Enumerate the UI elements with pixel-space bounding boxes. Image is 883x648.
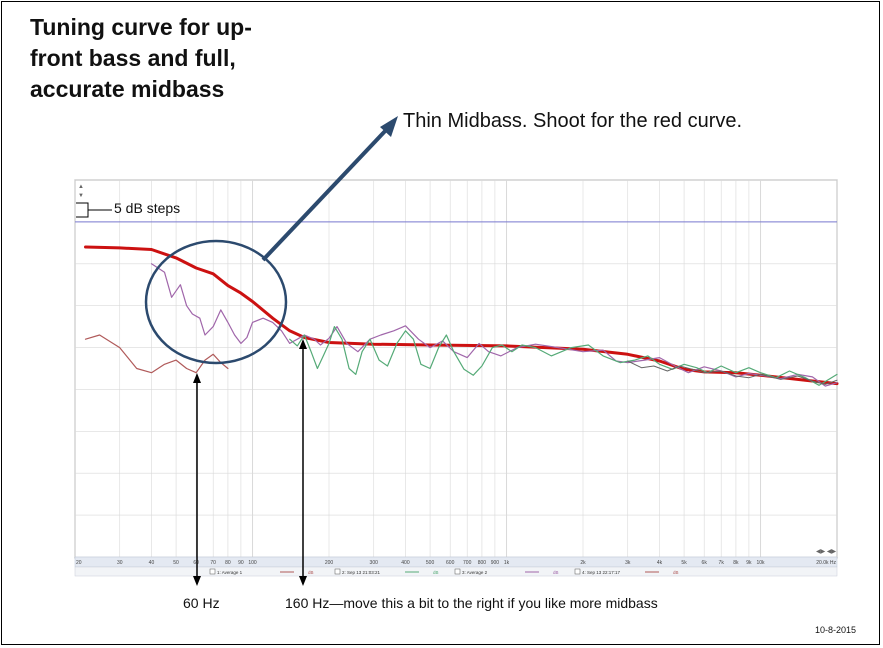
x-tick-label: 9k [746,560,752,566]
legend-checkbox [334,568,341,575]
x-tick-label: 1k [504,560,510,566]
x-axis-ticks: 20 30 40 50 60 70 80 90 100 200 300 400 500 600 700 800… [76,560,836,566]
x-tick-label: 4k [657,560,663,566]
date-label: 10-8-2015 [815,625,857,635]
title-line: front bass and full, [30,45,236,71]
page-title: Tuning curve for up- front bass and full… [30,12,252,105]
series-line-gray [627,360,838,385]
x-tick-label: 400 [401,560,410,566]
x-tick-label: 500 [426,560,435,566]
x-tick-label: 90 [238,560,244,566]
x-tick-label: 3k [625,560,631,566]
x-tick-label: 30 [117,560,123,566]
legend-checkbox [209,568,216,575]
legend-unit: dB [673,570,679,575]
x-tick-label: 70 [210,560,216,566]
callout-text: Thin Midbass. Shoot for the red curve. [403,110,743,132]
x-tick-label: 80 [225,560,231,566]
legend-checkbox [454,568,461,575]
label-60hz: 60 Hz [183,595,220,611]
x-tick-label: 50 [173,560,179,566]
arrow-60hz-head-top [193,373,201,383]
series-line-green [289,326,838,386]
x-tick-label: 900 [491,560,500,566]
arrow-160hz-head-bottom [299,576,307,586]
title-line: Tuning curve for up- [30,14,252,40]
x-tick-label: 10k [757,560,766,566]
label-160hz: 160 Hz—move this a bit to the right if y… [285,595,658,611]
legend-checkbox [574,568,581,575]
x-tick-label: 800 [478,560,487,566]
legend-unit: dB [433,570,439,575]
axis-widget: ▲ [78,184,84,190]
x-tick-label: 600 [446,560,455,566]
arrow-160hz-head-top [299,339,307,349]
legend-label: 3: Average 2 [462,570,488,575]
x-tick-label: 5k [681,560,687,566]
legend: 1: Average 1 dB 2: Sep 13 21:03:21 dB 3: Ave… [209,568,679,575]
series-line-purple [150,263,838,387]
x-tick-label: 6k [702,560,708,566]
callout-arrow-shaft [261,126,390,262]
legend-label: 4: Sep 13 22:17:17 [582,570,621,575]
x-tick-label: 20.0k Hz [816,560,836,566]
x-tick-label: 100 [248,560,257,566]
legend-unit: dB [308,570,314,575]
legend-unit: dB [553,570,559,575]
x-tick-label: 2k [580,560,586,566]
plot-area [74,179,838,559]
x-tick-label: 200 [325,560,334,566]
midbass-highlight-ellipse [144,239,288,365]
x-tick-label: 300 [370,560,379,566]
arrow-60hz-head-bottom [193,576,201,586]
chart-series [84,245,839,387]
x-tick-label: 8k [733,560,739,566]
series-line-brown [84,334,229,374]
axis-widget: ▼ [78,193,84,199]
x-tick-label: 40 [149,560,155,566]
legend-label: 2: Sep 13 21:03:21 [342,570,381,575]
legend-label: 1: Average 1 [217,570,243,575]
x-tick-label: 7k [719,560,725,566]
zoom-widget[interactable]: ◀▶ ◀▶ [816,549,837,555]
callout-arrow-head [380,116,398,137]
x-tick-label: 700 [463,560,472,566]
steps-label: 5 dB steps [114,200,181,216]
x-tick-label: 20 [76,560,82,566]
title-line: accurate midbass [30,76,225,102]
